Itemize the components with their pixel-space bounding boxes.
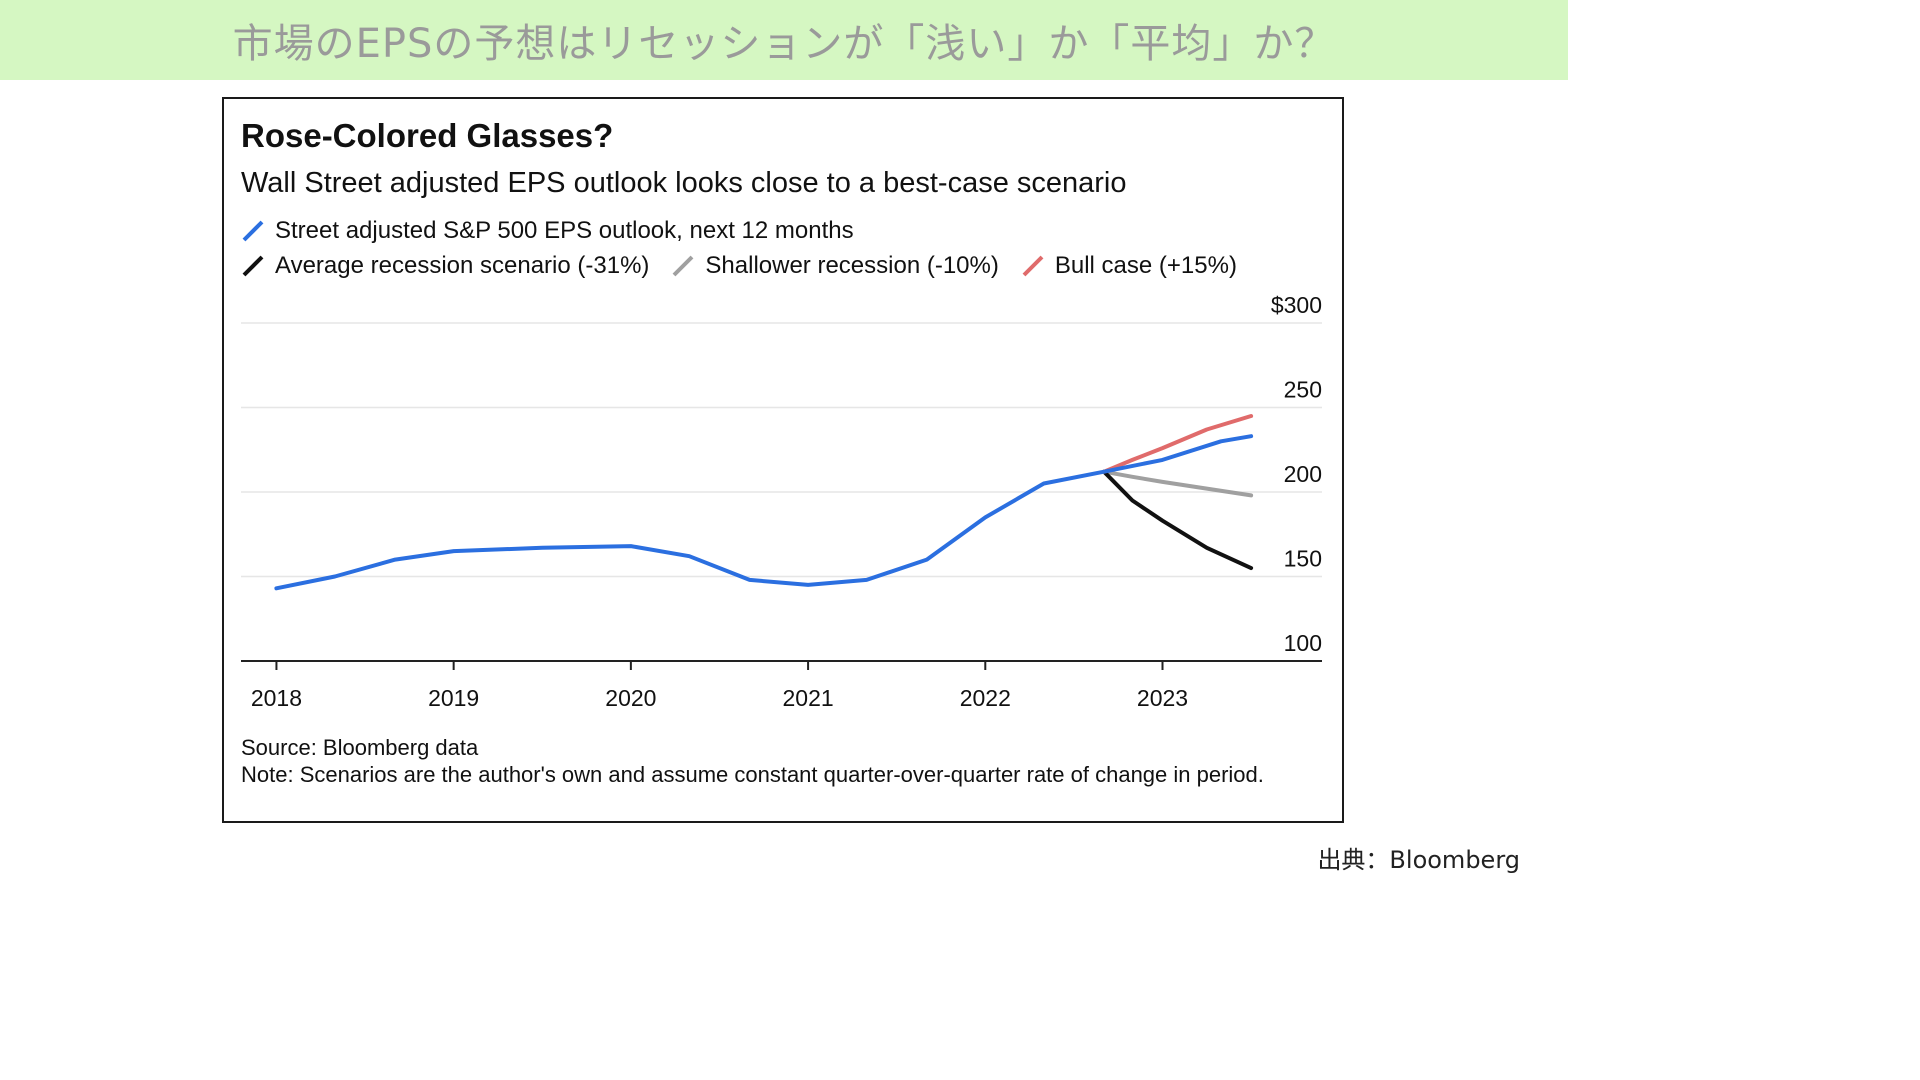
grid-lines <box>241 322 1322 578</box>
legend-swatch-average <box>242 255 264 277</box>
x-tick-label-2019: 2019 <box>428 685 479 711</box>
x-tick-label-2022: 2022 <box>960 685 1011 711</box>
legend-item-average: Average recession scenario (-31%) <box>241 252 649 280</box>
y-tick-label-250: 250 <box>1284 377 1322 403</box>
x-tick-label-2023: 2023 <box>1137 685 1188 711</box>
series-lines <box>274 414 1254 591</box>
x-tick-label-2020: 2020 <box>605 685 656 711</box>
chart-note: Note: Scenarios are the author's own and… <box>241 762 1264 787</box>
chart-card: Rose-Colored Glasses? Wall Street adjust… <box>222 97 1344 823</box>
legend-item-shallower: Shallower recession (-10%) <box>671 252 999 280</box>
legend-label-average: Average recession scenario (-31%) <box>275 252 650 279</box>
y-tick-label-300: $300 <box>1271 292 1322 318</box>
source-credit: 出典：Bloomberg <box>1317 846 1520 874</box>
y-tick-label-150: 150 <box>1284 546 1322 572</box>
chart-subtitle: Wall Street adjusted EPS outlook looks c… <box>241 167 1127 199</box>
x-tick-label-2021: 2021 <box>782 685 833 711</box>
x-axis: 2018 2019 2020 2021 2022 2023 <box>241 660 1322 711</box>
series-line-bull-case <box>1102 414 1254 474</box>
series-line-street-eps-outlook <box>274 434 1254 591</box>
legend-swatch-shallower <box>672 255 694 277</box>
chart-source: Source: Bloomberg data <box>241 735 479 760</box>
y-tick-label-200: 200 <box>1284 461 1322 487</box>
legend-row-1: Street adjusted S&P 500 EPS outlook, nex… <box>241 217 876 245</box>
chart-title: Rose-Colored Glasses? <box>241 117 614 154</box>
legend-label-street: Street adjusted S&P 500 EPS outlook, nex… <box>275 217 854 244</box>
legend-swatch-street <box>242 220 264 242</box>
y-tick-label-100: 100 <box>1284 630 1322 656</box>
x-tick-label-2018: 2018 <box>251 685 302 711</box>
banner-title: 市場のEPSの予想はリセッションが「浅い」か「平均」か？ <box>232 21 1336 67</box>
page-banner: 市場のEPSの予想はリセッションが「浅い」か「平均」か？ <box>0 0 1568 80</box>
legend-item-street: Street adjusted S&P 500 EPS outlook, nex… <box>241 217 854 245</box>
eps-line-chart: 100 150 200 250 $300 2018 2019 2020 2021 2022 202… <box>241 292 1322 711</box>
legend-label-shallower: Shallower recession (-10%) <box>705 252 999 279</box>
series-line-shallower-recession <box>1102 469 1254 498</box>
y-tick-labels: 100 150 200 250 $300 <box>1271 292 1322 656</box>
series-line-average-recession <box>1102 469 1254 571</box>
legend-item-bull: Bull case (+15%) <box>1021 252 1237 280</box>
legend-row-2: Average recession scenario (-31%) Shallo… <box>241 252 1259 280</box>
chart-footnotes: Source: Bloomberg data Note: Scenarios a… <box>241 734 1321 788</box>
legend-label-bull: Bull case (+15%) <box>1054 252 1237 279</box>
legend-swatch-bull <box>1022 255 1044 277</box>
